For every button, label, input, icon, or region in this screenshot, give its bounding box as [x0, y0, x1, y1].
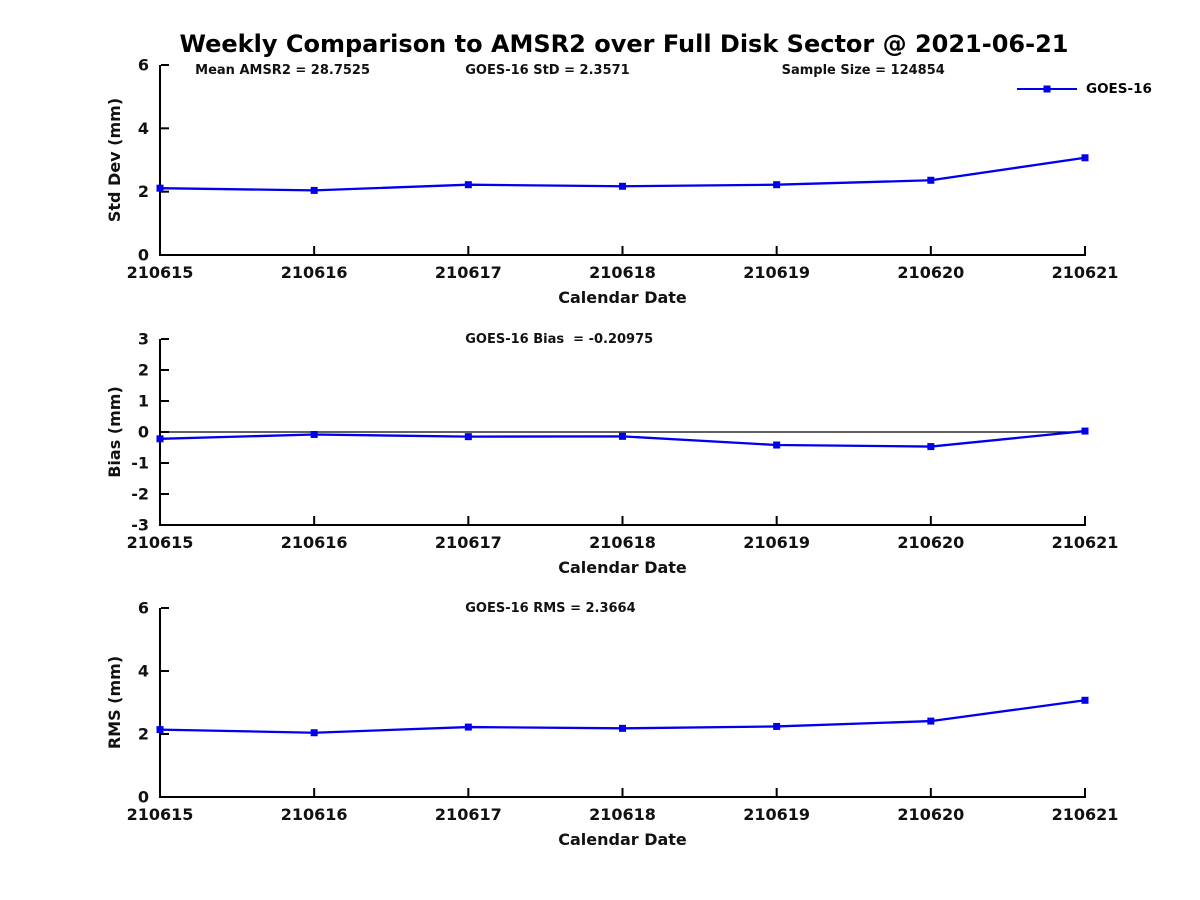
x-tick-label: 210620 — [897, 263, 964, 282]
data-point — [619, 432, 626, 440]
plot-std-dev: 0 2 4 6 210615 210616 210617 210618 210619 210620… — [105, 56, 1118, 308]
data-point — [464, 181, 472, 189]
x-tick-label: 210616 — [281, 805, 348, 824]
data-point — [927, 717, 935, 725]
x-tick-label: 210619 — [743, 805, 810, 824]
figure-title: Weekly Comparison to AMSR2 over Full Dis… — [179, 30, 1069, 58]
x-axis-label: Calendar Date — [558, 288, 687, 307]
x-tick-label: 210618 — [589, 805, 656, 824]
y-tick-label: 0 — [138, 788, 149, 807]
annotation: GOES-16 Bias = -0.20975 — [465, 332, 653, 347]
data-point — [927, 443, 935, 451]
x-tick-label: 210620 — [897, 805, 964, 824]
x-tick-label: 210621 — [1052, 805, 1119, 824]
y-axis-label: Bias (mm) — [105, 386, 124, 478]
y-tick-label: 4 — [138, 119, 149, 138]
x-tick-label: 210618 — [589, 263, 656, 282]
y-tick-label: 6 — [138, 56, 149, 75]
data-point — [1081, 154, 1089, 162]
y-tick-label: 1 — [138, 392, 149, 411]
data-point — [310, 430, 318, 438]
y-axis-label: RMS (mm) — [105, 656, 124, 749]
data-point — [619, 182, 626, 190]
data-point — [156, 435, 164, 443]
x-tick-label: 210615 — [127, 263, 194, 282]
data-point — [156, 184, 164, 192]
annotation: GOES-16 RMS = 2.3664 — [465, 601, 635, 616]
annotation: GOES-16 StD = 2.3571 — [465, 63, 629, 78]
plot-bias: -3 -2 -1 0 1 2 3 210615 210616 210617 210618 210619… — [105, 330, 1118, 578]
y-tick-label: 2 — [138, 361, 149, 380]
y-tick-label: -3 — [131, 516, 149, 535]
data-point — [773, 441, 781, 449]
y-tick-label: 4 — [138, 662, 149, 681]
data-point — [310, 729, 318, 737]
data-point — [464, 723, 472, 731]
y-tick-label: -2 — [131, 485, 149, 504]
x-tick-label: 210621 — [1052, 263, 1119, 282]
x-tick-label: 210620 — [897, 533, 964, 552]
data-point — [773, 722, 781, 730]
legend-label: GOES-16 — [1086, 81, 1152, 97]
x-tick-label: 210618 — [589, 533, 656, 552]
data-point — [464, 433, 472, 441]
data-point — [1081, 696, 1089, 704]
x-tick-label: 210617 — [435, 263, 502, 282]
plot-rms: 0 2 4 6 210615 210616 210617 210618 210619 210620… — [105, 599, 1118, 850]
data-point — [927, 176, 935, 184]
data-point — [156, 726, 164, 734]
data-point — [310, 186, 318, 194]
x-tick-label: 210615 — [127, 805, 194, 824]
data-point — [619, 724, 626, 732]
y-tick-label: 0 — [138, 423, 149, 442]
annotation: Mean AMSR2 = 28.7525 — [195, 63, 370, 78]
legend-square-marker-icon — [1043, 85, 1051, 93]
legend: GOES-16 — [1017, 81, 1152, 97]
y-tick-label: 2 — [138, 182, 149, 201]
x-tick-label: 210617 — [435, 533, 502, 552]
x-tick-label: 210616 — [281, 263, 348, 282]
y-axis-label: Std Dev (mm) — [105, 98, 124, 222]
x-tick-label: 210621 — [1052, 533, 1119, 552]
y-tick-label: 0 — [138, 246, 149, 265]
data-point — [1081, 427, 1089, 435]
y-tick-label: 2 — [138, 725, 149, 744]
y-tick-label: -1 — [131, 454, 149, 473]
data-point — [773, 181, 781, 189]
x-tick-label: 210619 — [743, 533, 810, 552]
x-axis-label: Calendar Date — [558, 830, 687, 849]
y-tick-label: 3 — [138, 330, 149, 349]
y-tick-label: 6 — [138, 599, 149, 618]
annotation: Sample Size = 124854 — [782, 63, 945, 78]
x-tick-label: 210616 — [281, 533, 348, 552]
legend-line-sample — [1017, 85, 1077, 93]
x-tick-label: 210615 — [127, 533, 194, 552]
x-axis-label: Calendar Date — [558, 558, 687, 577]
x-tick-label: 210617 — [435, 805, 502, 824]
x-tick-label: 210619 — [743, 263, 810, 282]
